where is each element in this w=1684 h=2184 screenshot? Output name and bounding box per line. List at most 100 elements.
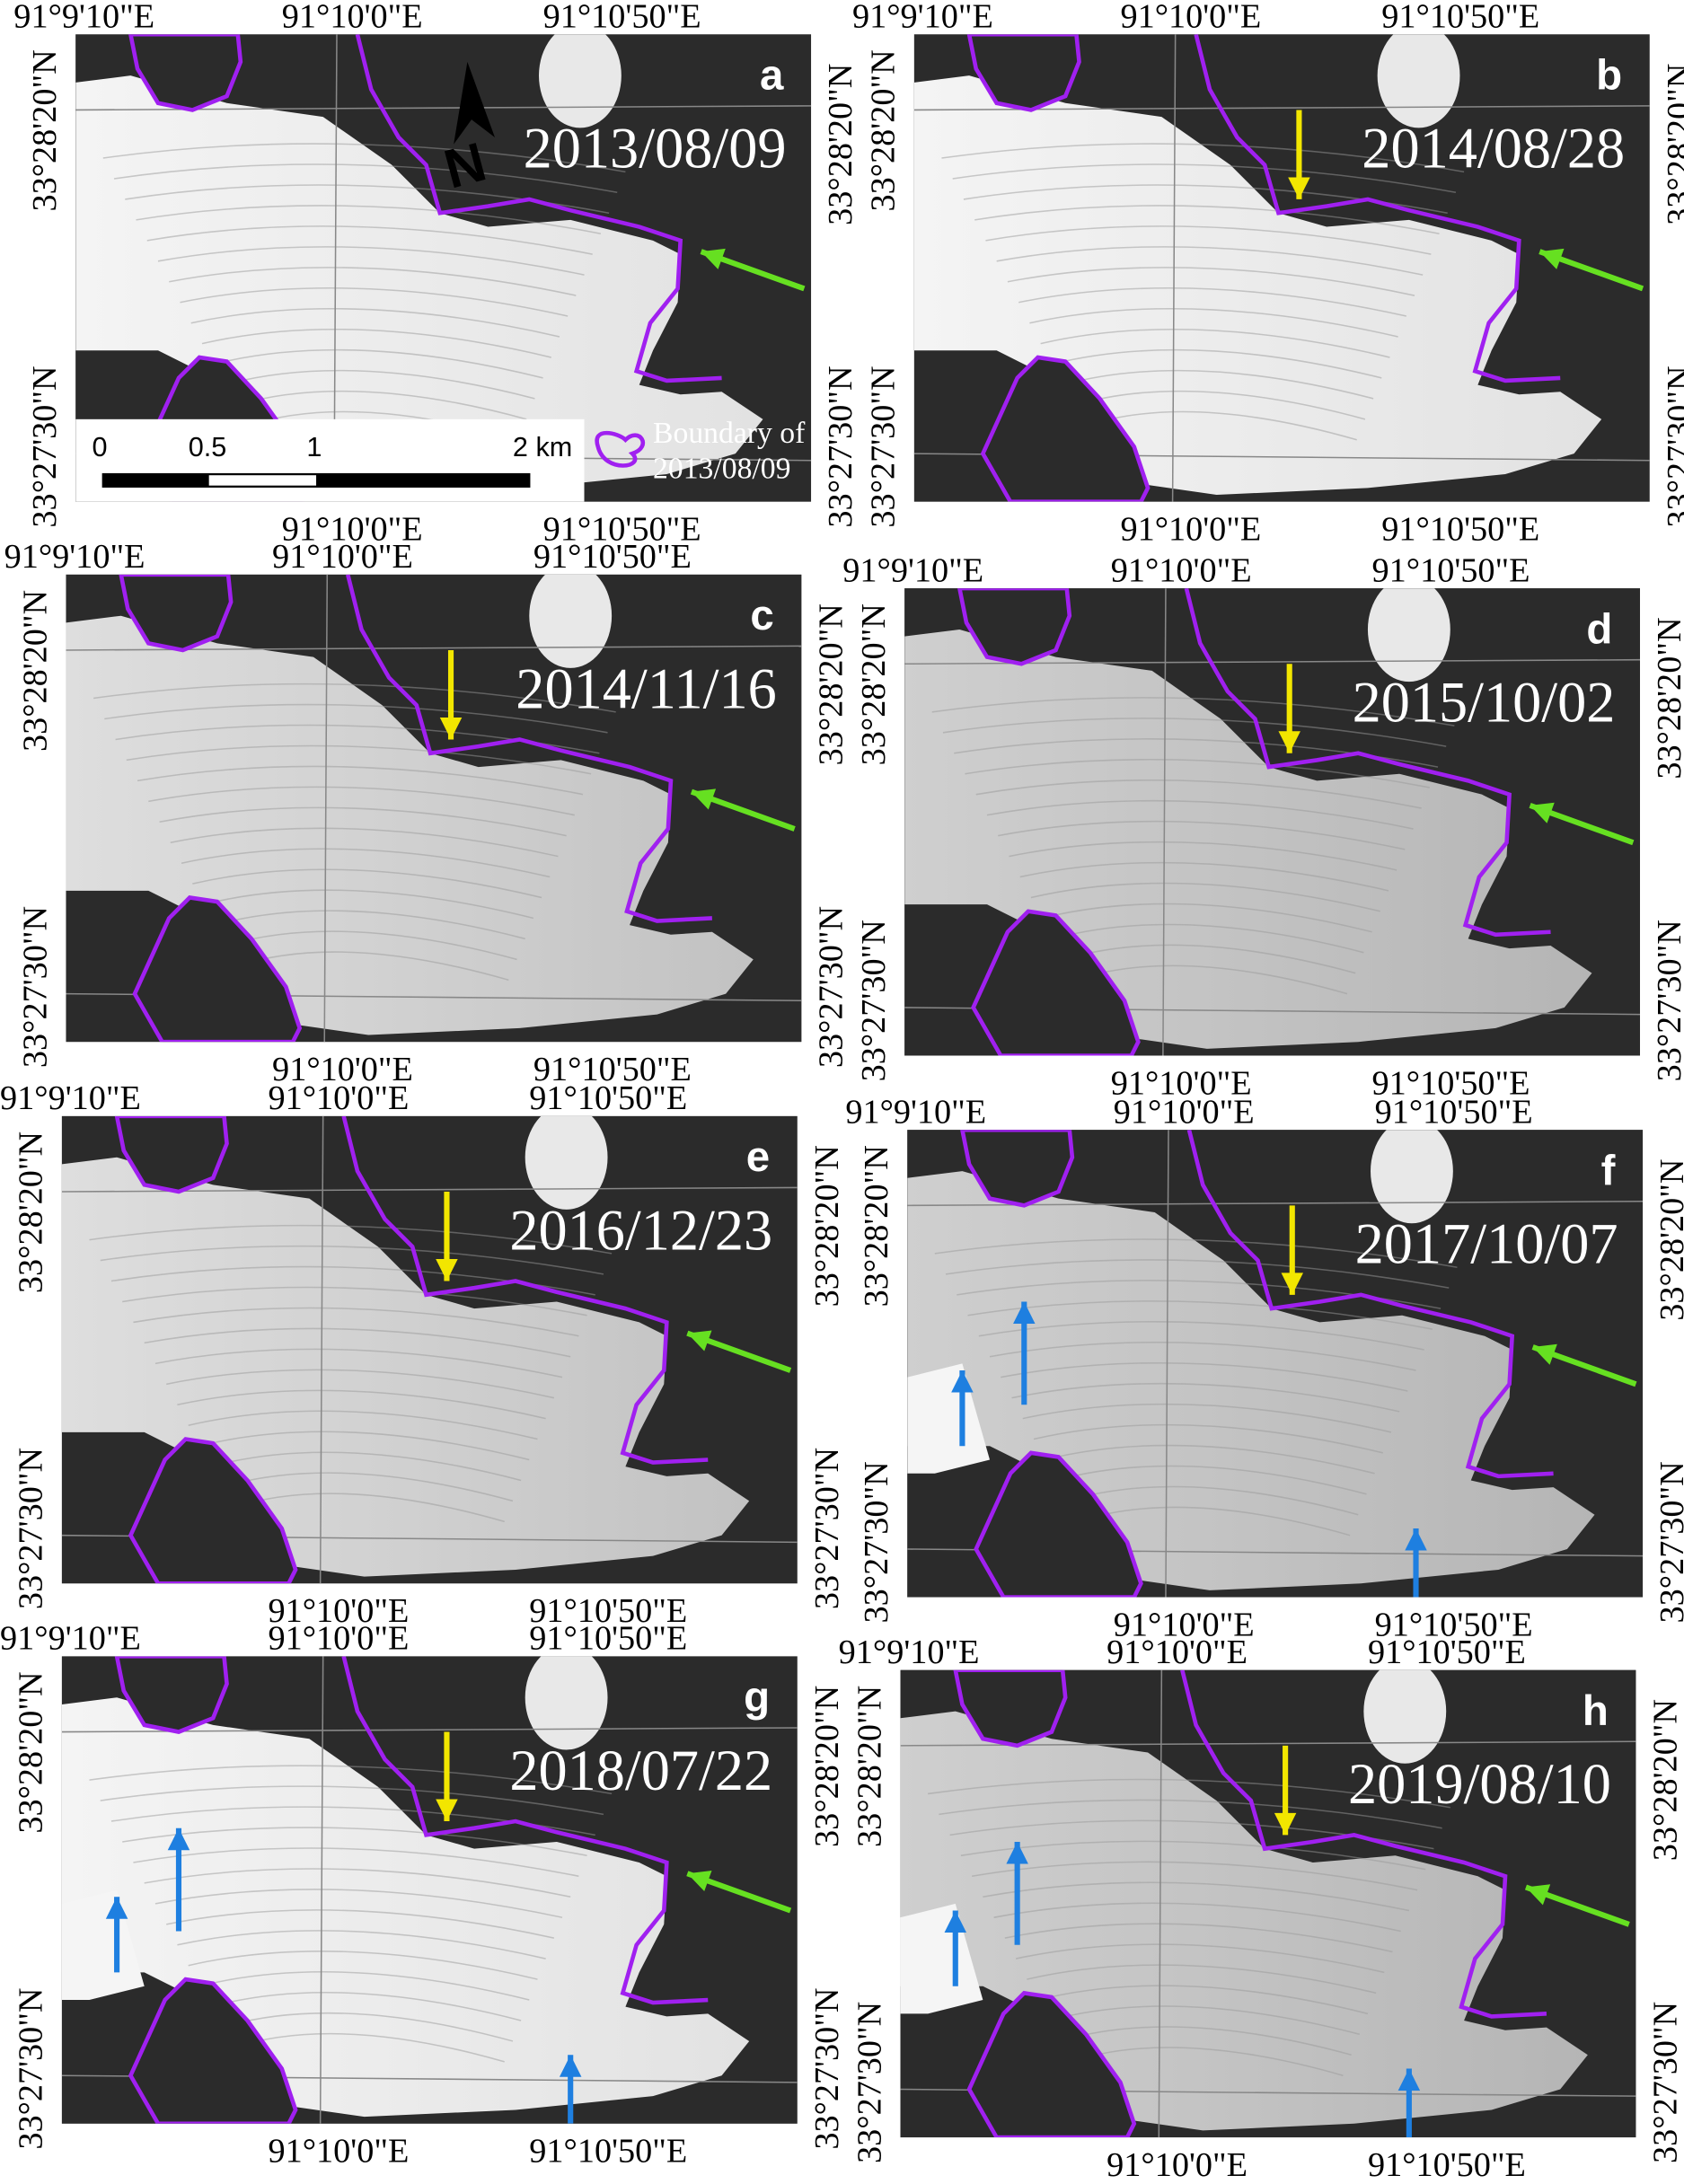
graticule-lon <box>1158 1669 1163 2138</box>
crevasse-line <box>1022 1403 1392 1433</box>
crevasse-line <box>144 1327 571 1358</box>
legend-line2: 2013/08/09 <box>653 451 791 486</box>
lon-label-bottom-mid: 91°10'0"E <box>1113 1607 1255 1644</box>
lon-label-bottom-right: 91°10'50"E <box>1367 2146 1526 2184</box>
crevasse-line <box>136 205 602 234</box>
green-arrow <box>1531 1343 1637 1387</box>
green-arrow <box>686 1330 792 1373</box>
satellite-image <box>900 1669 1636 2138</box>
satellite-image <box>907 1130 1644 1598</box>
lat-label-left-top: 33°28'20"N <box>13 1671 50 1834</box>
crevasse-line <box>1051 348 1382 379</box>
lat-label-left-bottom: 33°27'30"N <box>855 920 894 1082</box>
crevasse-line <box>188 1410 538 1440</box>
lon-label-top-left: 91°9'10"E <box>851 0 993 36</box>
crevasse-line <box>978 1321 1424 1351</box>
lon-label-bottom-right: 91°10'50"E <box>529 1592 688 1631</box>
crevasse-line <box>122 1827 587 1857</box>
lat-label-left-top: 33°28'20"N <box>17 589 55 753</box>
boundary-bottom-left <box>128 1437 298 1584</box>
lat-label-left-top: 33°28'20"N <box>865 49 903 212</box>
lon-label-top-left: 91°9'10"E <box>0 1080 141 1118</box>
lat-label-left-bottom: 33°27'30"N <box>851 2001 889 2163</box>
crevasse-line <box>974 205 1440 234</box>
lon-label-top-mid: 91°10'0"E <box>1107 1634 1248 1672</box>
crevasse-line <box>983 1881 1410 1912</box>
lon-label-top-right: 91°10'50"E <box>1381 0 1540 36</box>
lon-label-top-mid: 91°10'0"E <box>1113 1094 1255 1132</box>
boundary-main <box>341 1115 709 1465</box>
lat-label-right-bottom: 33°27'30"N <box>808 1447 847 1610</box>
lat-label-left-top: 33°28'20"N <box>13 1131 50 1294</box>
crevasse-line <box>1011 1382 1400 1413</box>
crevasse-line <box>931 697 1455 727</box>
boundary-top-left <box>114 1656 229 1734</box>
lat-label-left-bottom: 33°27'30"N <box>17 905 55 1069</box>
green-arrow <box>1529 802 1635 846</box>
lon-label-top-right: 91°10'50"E <box>529 1080 688 1118</box>
map-panel-e: e 2016/12/23 <box>61 1115 798 1584</box>
cloud-blob <box>525 1656 608 1750</box>
lon-label-bottom-right: 91°10'50"E <box>542 511 701 549</box>
boundary-bottom-left <box>128 1977 298 2124</box>
crevasse-line <box>159 806 567 837</box>
lat-label-right-bottom: 33°27'30"N <box>823 365 860 528</box>
graticule-lon <box>319 1656 324 2124</box>
crevasse-line <box>1048 2005 1360 2036</box>
crevasse-line <box>89 1224 613 1255</box>
panel-date: 2019/08/10 <box>1347 1754 1611 1818</box>
yellow-arrow <box>1274 1745 1297 1836</box>
boundary-top-left <box>960 1130 1075 1208</box>
lon-label-top-left: 91°9'10"E <box>845 1094 987 1132</box>
crevasse-line <box>169 267 577 296</box>
lon-label-top-right: 91°10'50"E <box>533 538 692 577</box>
satellite-image <box>913 34 1650 502</box>
lat-label-left-top: 33°28'20"N <box>855 603 894 766</box>
crevasse-line <box>1037 1985 1369 2015</box>
crevasse-line <box>1033 1423 1383 1454</box>
map-panel-g: g 2018/07/22 <box>61 1656 798 2124</box>
north-arrow: N <box>438 61 496 200</box>
crevasse-line <box>1018 287 1406 317</box>
map-panel-b: b 2014/08/28 <box>913 34 1650 502</box>
panel-date: 2018/07/22 <box>509 1739 773 1804</box>
lat-label-right-top: 33°28'20"N <box>1654 1158 1684 1321</box>
crevasse-line <box>1015 1943 1385 1974</box>
lat-label-left-bottom: 33°27'30"N <box>26 365 65 528</box>
panel-letter: g <box>744 1672 771 1722</box>
lon-label-top-mid: 91°10'0"E <box>268 1080 410 1118</box>
boundary-bottom-left <box>980 355 1151 502</box>
panel-date: 2013/08/09 <box>523 118 787 182</box>
boundary-main <box>1184 588 1551 938</box>
yellow-arrow <box>1278 664 1300 753</box>
crevasse-line <box>986 799 1414 830</box>
boundary-main <box>341 1656 709 2005</box>
crevasse-line <box>221 1472 514 1502</box>
green-arrow <box>1524 1884 1630 1927</box>
crevasse-line <box>146 225 593 255</box>
crevasse-line <box>225 930 517 961</box>
green-arrow <box>690 788 796 832</box>
lon-label-bottom-right: 91°10'50"E <box>529 2133 688 2171</box>
lon-label-top-left: 91°9'10"E <box>13 0 155 36</box>
lon-label-top-left: 91°9'10"E <box>0 1620 141 1658</box>
satellite-image <box>904 588 1641 1056</box>
map-panel-f: f 2017/10/07 <box>907 1130 1644 1598</box>
crevasse-line <box>975 779 1422 809</box>
green-arrow <box>686 1870 792 1914</box>
lon-label-top-mid: 91°10'0"E <box>1110 552 1252 590</box>
panel-date: 2014/08/28 <box>1362 118 1626 182</box>
lon-label-bottom-mid: 91°10'0"E <box>1120 511 1262 549</box>
crevasse-line <box>126 744 592 775</box>
lat-label-right-bottom: 33°27'30"N <box>813 905 851 1069</box>
map-panel-d: d 2015/10/02 <box>904 588 1641 1056</box>
lat-label-left-bottom: 33°27'30"N <box>13 1447 50 1610</box>
lon-label-top-left: 91°9'10"E <box>842 552 984 590</box>
crevasse-line <box>941 143 1465 173</box>
lat-label-left-bottom: 33°27'30"N <box>865 365 903 528</box>
crevasse-line <box>1062 369 1374 400</box>
lat-label-left-top: 33°28'20"N <box>858 1145 896 1308</box>
boundary-main <box>1180 1669 1547 2019</box>
crevasse-line <box>234 390 527 420</box>
panel-date: 2017/10/07 <box>1354 1213 1618 1277</box>
